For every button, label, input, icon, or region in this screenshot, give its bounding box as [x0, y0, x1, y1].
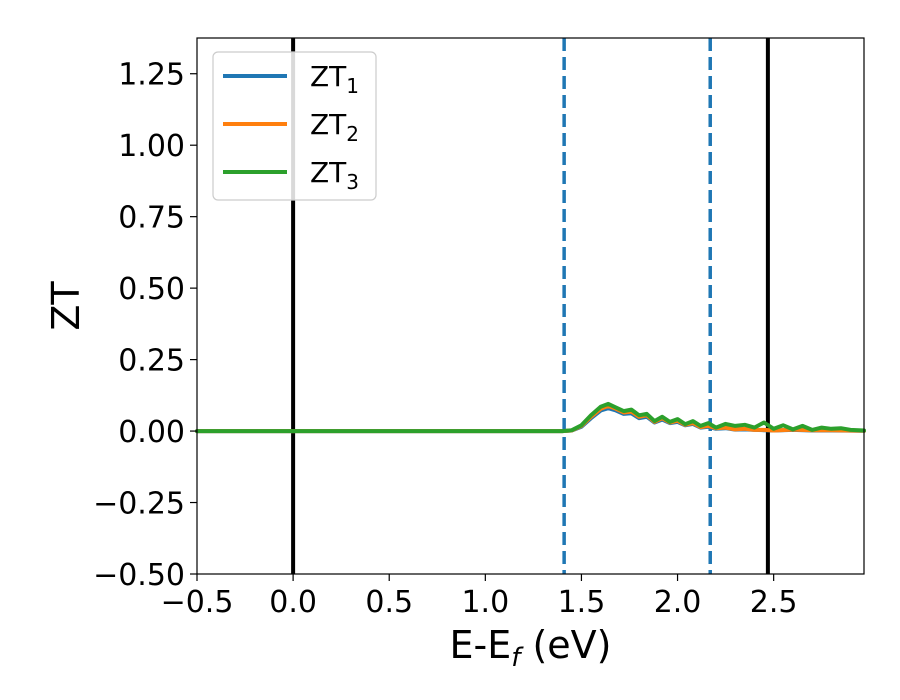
- y-axis: −0.50 −0.25 0.00 0.25 0.50 0.75 1.00 1.25: [93, 58, 197, 593]
- y-tick-label: 0.00: [118, 415, 185, 450]
- series-line-2: [195, 403, 866, 434]
- y-tick-label: 1.00: [118, 129, 185, 164]
- x-tick-label: −0.5: [161, 585, 234, 620]
- x-tick-label: 0.0: [269, 585, 317, 620]
- series-line-1: [195, 406, 866, 434]
- legend: ZT1 ZT2 ZT3: [212, 51, 377, 201]
- x-axis: −0.5 0.0 0.5 1.0 1.5 2.0 2.5: [161, 574, 798, 620]
- series-line-3: [195, 401, 866, 434]
- y-tick-label: 0.75: [118, 201, 185, 236]
- y-tick-label: −0.25: [93, 487, 185, 522]
- series-layer: [195, 401, 866, 434]
- legend-label-2: ZT2: [310, 108, 359, 146]
- x-tick-label: 2.5: [750, 585, 798, 620]
- legend-label-3: ZT3: [310, 156, 359, 194]
- plot-frame: [196, 37, 865, 575]
- x-tick-label: 0.5: [365, 585, 413, 620]
- y-tick-label: 1.25: [118, 58, 185, 93]
- y-tick-label: 0.50: [118, 272, 185, 307]
- x-tick-label: 1.0: [461, 585, 509, 620]
- y-tick-label: −0.50: [93, 558, 185, 593]
- x-axis-label-main: E-E: [450, 623, 512, 667]
- y-axis-label: ZT: [44, 281, 88, 331]
- y-tick-label: 0.25: [118, 344, 185, 379]
- legend-label-1: ZT1: [310, 60, 359, 98]
- x-tick-label: 2.0: [654, 585, 702, 620]
- x-axis-label-unit: (eV): [520, 623, 611, 667]
- x-tick-label: 1.5: [558, 585, 606, 620]
- legend-box: [212, 51, 377, 201]
- x-axis-label: E-Ef (eV): [450, 623, 612, 673]
